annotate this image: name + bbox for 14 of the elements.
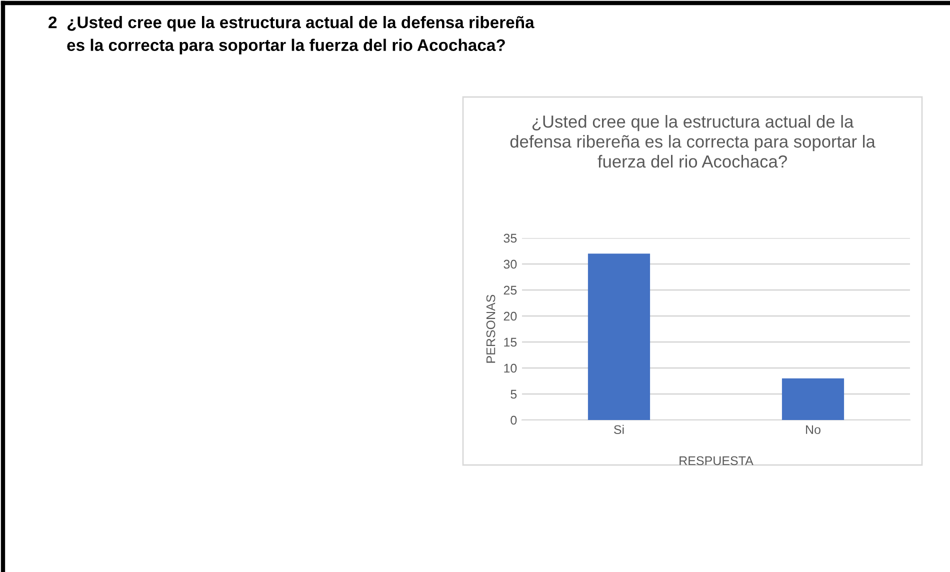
x-tick-label: Si <box>614 424 624 434</box>
y-tick-label: 25 <box>504 286 517 295</box>
y-tick-label: 5 <box>510 390 517 399</box>
x-tick-label: No <box>806 425 820 434</box>
y-tick-label: 15 <box>504 338 517 347</box>
chart-title: ¿Usted cree que la estructura actual de la defensa ribereña es la correcta para soportar la fuerza del rio Acochaca? <box>510 115 876 168</box>
y-tick-label: 35 <box>504 234 517 243</box>
y-tick-label: 20 <box>504 312 517 321</box>
y-tick-label: 30 <box>504 260 517 269</box>
y-tick-label: 0 <box>510 416 517 425</box>
text: 2 ¿Usted cree que la estructura actual de la defensa ribereña es la correcta para soportar la fuerza del rio Acochaca? <box>48 16 534 54</box>
x-axis-title: RESPUESTA <box>680 456 754 466</box>
y-tick-label: 10 <box>504 364 517 373</box>
y-axis-title: PERSONAS <box>486 294 496 363</box>
